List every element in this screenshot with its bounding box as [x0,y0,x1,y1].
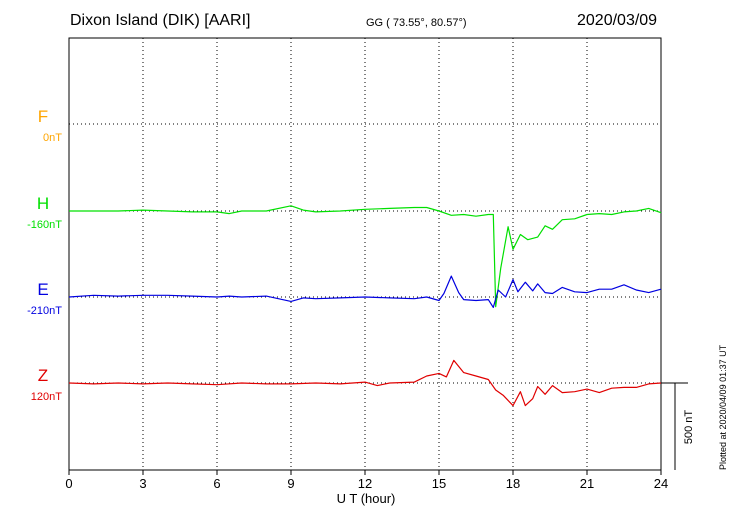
series-baseline-H: -160nT [27,219,62,231]
series-traces [68,205,662,407]
series-label-F: F [38,107,48,126]
x-tick-label-24: 24 [654,476,668,491]
scale-bar: 500 nT [661,382,695,470]
x-tick-label-12: 12 [358,476,372,491]
series-line-E [68,275,662,308]
x-axis-ticks: 0 3 6 9 12 15 18 21 24 [65,470,668,491]
series-baseline-F: 0nT [43,132,62,144]
series-line-Z [68,359,662,407]
vertical-gridlines [142,38,588,470]
x-tick-label-3: 3 [139,476,146,491]
plotted-at-credit: Plotted at 2020/04/09 01:37 UT [718,344,728,470]
scale-bar-label: 500 nT [683,410,695,445]
series-label-E: E [37,280,48,299]
x-tick-label-18: 18 [506,476,520,491]
series-baseline-E: -210nT [27,305,62,317]
x-tick-label-9: 9 [287,476,294,491]
station-title: Dixon Island (DIK) [AARI] [70,12,251,29]
component-labels: F 0nT H -160nT E -210nT Z 120nT [27,107,62,403]
series-label-H: H [37,194,49,213]
series-line-H [69,205,662,308]
x-axis-title: U T (hour) [337,491,396,506]
geographic-coordinates: GG ( 73.55°, 80.57°) [366,17,467,29]
series-label-Z: Z [38,366,48,385]
plot-date: 2020/03/09 [577,12,658,29]
series-baseline-Z: 120nT [31,391,62,403]
x-tick-label-0: 0 [65,476,72,491]
x-tick-label-15: 15 [432,476,446,491]
x-tick-label-21: 21 [580,476,594,491]
x-tick-label-6: 6 [213,476,220,491]
